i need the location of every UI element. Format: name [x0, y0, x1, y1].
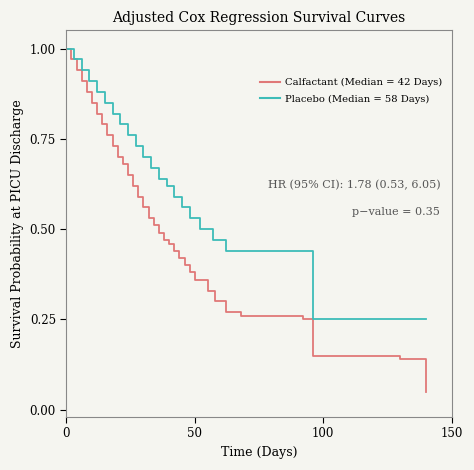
Text: HR (95% CI): 1.78 (0.53, 6.05): HR (95% CI): 1.78 (0.53, 6.05) — [267, 180, 440, 190]
Title: Adjusted Cox Regression Survival Curves: Adjusted Cox Regression Survival Curves — [112, 11, 406, 25]
Text: p−value = 0.35: p−value = 0.35 — [352, 207, 440, 217]
Y-axis label: Survival Probability at PICU Discharge: Survival Probability at PICU Discharge — [11, 99, 24, 348]
X-axis label: Time (Days): Time (Days) — [221, 446, 297, 459]
Legend: Calfactant (Median = 42 Days), Placebo (Median = 58 Days): Calfactant (Median = 42 Days), Placebo (… — [256, 74, 447, 108]
